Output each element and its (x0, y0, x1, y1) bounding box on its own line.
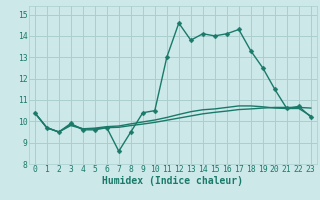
X-axis label: Humidex (Indice chaleur): Humidex (Indice chaleur) (102, 176, 243, 186)
